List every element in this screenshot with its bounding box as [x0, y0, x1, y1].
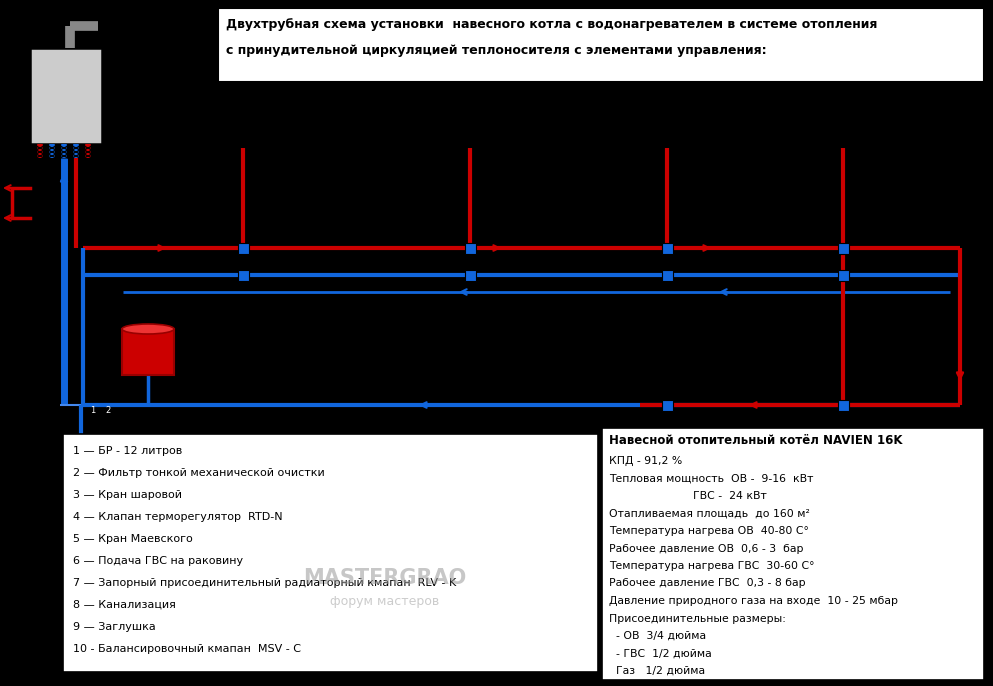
Bar: [661, 242, 672, 254]
Bar: [122, 329, 174, 375]
Bar: [218, 8, 984, 82]
Text: 5 — Кран Маевского: 5 — Кран Маевского: [73, 534, 193, 544]
Text: КПД - 91,2 %: КПД - 91,2 %: [609, 456, 682, 466]
Text: 7 — Запорный присоединительный радиаторный кмапан  RLV - K: 7 — Запорный присоединительный радиаторн…: [73, 578, 456, 588]
Bar: [837, 242, 848, 254]
Text: Рабочее давление ГВС  0,3 - 8 бар: Рабочее давление ГВС 0,3 - 8 бар: [609, 578, 805, 589]
Bar: [837, 399, 848, 410]
Text: ГВС -  24 кВт: ГВС - 24 кВт: [609, 491, 767, 501]
Text: - ГВС  1/2 дюйма: - ГВС 1/2 дюйма: [609, 648, 712, 659]
Text: - ОВ  3/4 дюйма: - ОВ 3/4 дюйма: [609, 631, 706, 641]
Text: 1 — БР - 12 литров: 1 — БР - 12 литров: [73, 446, 183, 456]
Text: Рабочее давление ОВ  0,6 - 3  бар: Рабочее давление ОВ 0,6 - 3 бар: [609, 543, 803, 554]
Text: Двухтрубная схема установки  навесного котла с водонагревателем в системе отопле: Двухтрубная схема установки навесного ко…: [226, 18, 878, 31]
Text: Присоединительные размеры:: Присоединительные размеры:: [609, 613, 785, 624]
Text: Температура нагрева ОВ  40-80 C°: Температура нагрева ОВ 40-80 C°: [609, 526, 809, 536]
Bar: [237, 242, 248, 254]
Text: 2 — Фильтр тонкой механической очистки: 2 — Фильтр тонкой механической очистки: [73, 468, 325, 478]
Text: 4 — Клапан терморегулятор  RTD-N: 4 — Клапан терморегулятор RTD-N: [73, 512, 283, 522]
Text: Тепловая мощность  ОВ -  9-16  кВт: Тепловая мощность ОВ - 9-16 кВт: [609, 473, 813, 484]
Bar: [602, 428, 984, 680]
Ellipse shape: [122, 324, 174, 334]
Text: 6 — Подача ГВС на раковину: 6 — Подача ГВС на раковину: [73, 556, 243, 566]
Text: с принудительной циркуляцией теплоносителя с элементами управления:: с принудительной циркуляцией теплоносите…: [226, 44, 767, 57]
Bar: [30, 48, 102, 144]
Bar: [237, 270, 248, 281]
Text: 8 — Канализация: 8 — Канализация: [73, 600, 176, 610]
Text: 10 - Балансировочный кмапан  MSV - C: 10 - Балансировочный кмапан MSV - C: [73, 644, 301, 654]
Bar: [661, 399, 672, 410]
Text: 2: 2: [105, 406, 110, 415]
Text: 1: 1: [90, 406, 95, 415]
Text: 9 — Заглушка: 9 — Заглушка: [73, 622, 156, 632]
Text: 3 — Кран шаровой: 3 — Кран шаровой: [73, 490, 182, 500]
Text: Давление природного газа на входе  10 - 25 мбар: Давление природного газа на входе 10 - 2…: [609, 596, 898, 606]
Text: Навесной отопительный котёл NAVIEN 16K: Навесной отопительный котёл NAVIEN 16K: [609, 434, 903, 447]
Text: Отапливаемая площадь  до 160 м²: Отапливаемая площадь до 160 м²: [609, 508, 810, 519]
Bar: [661, 270, 672, 281]
Bar: [63, 434, 598, 672]
Text: Газ   1/2 дюйма: Газ 1/2 дюйма: [609, 666, 705, 676]
Bar: [465, 270, 476, 281]
Text: Температура нагрева ГВС  30-60 C°: Температура нагрева ГВС 30-60 C°: [609, 561, 814, 571]
Bar: [465, 242, 476, 254]
Text: MASTERGRAO: MASTERGRAO: [304, 568, 467, 588]
Bar: [837, 270, 848, 281]
Text: форум мастеров: форум мастеров: [331, 595, 440, 608]
